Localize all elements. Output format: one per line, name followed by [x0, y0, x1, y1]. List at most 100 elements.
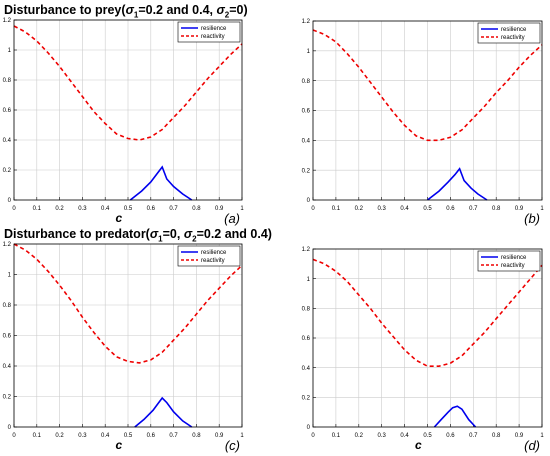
x-tick-label: 0.2	[55, 206, 64, 212]
y-tick-label: 0	[307, 198, 311, 204]
x-tick-label: 0.6	[446, 206, 455, 212]
x-tick-label: 1	[540, 433, 544, 439]
y-tick-label: 0.8	[302, 79, 311, 85]
legend-label-resilience: resilience	[201, 26, 227, 32]
y-tick-label: 0	[8, 198, 12, 204]
x-tick-label: 0.6	[446, 433, 455, 439]
legend: resilience reactivity	[177, 21, 241, 43]
y-tick-label: 1.2	[302, 247, 311, 253]
y-tick-label: 1	[307, 49, 311, 55]
x-tick-label: 0.1	[33, 433, 42, 439]
x-tick-label: 0.1	[33, 206, 42, 212]
y-tick-label: 0.6	[302, 109, 311, 115]
x-tick-label: 1	[240, 206, 244, 212]
legend-box	[177, 21, 241, 43]
x-tick-label: 0.5	[124, 206, 133, 212]
y-tick-label: 0	[307, 425, 311, 431]
y-tick-label: 0.8	[302, 307, 311, 313]
x-tick-label: 0.3	[78, 206, 87, 212]
axes-frame	[312, 20, 543, 201]
x-tick-label: 0.4	[101, 206, 110, 212]
x-tick-label: 0	[12, 433, 16, 439]
panel-label: (b)	[524, 211, 540, 226]
y-tick-label: 0.8	[3, 78, 12, 84]
x-tick-label: 0.4	[400, 433, 409, 439]
x-tick-label: 0.9	[215, 433, 224, 439]
x-tick-label: 0.8	[192, 206, 201, 212]
y-tick-label: 0.2	[3, 168, 12, 174]
x-tick-label: 0.6	[147, 433, 156, 439]
y-tick-label: 0.2	[3, 395, 12, 401]
legend-box	[477, 22, 541, 44]
legend-label-resilience: resilience	[501, 27, 527, 33]
x-tick-label: 1	[240, 433, 244, 439]
panel-label: (d)	[524, 438, 540, 453]
x-tick-label: 0.7	[169, 433, 178, 439]
x-tick-label: 0.2	[55, 433, 64, 439]
x-tick-label: 0.9	[515, 206, 524, 212]
y-tick-label: 0.6	[3, 334, 12, 340]
y-tick-label: 1	[8, 48, 12, 54]
x-tick-label: 0.5	[423, 206, 432, 212]
x-tick-label: 0.1	[332, 206, 341, 212]
y-tick-label: 0.2	[302, 396, 311, 402]
legend-box	[177, 245, 241, 267]
x-tick-label: 0.3	[78, 433, 87, 439]
x-tick-label: 0.4	[400, 206, 409, 212]
x-tick-label: 0	[311, 206, 315, 212]
x-axis-label: c	[116, 211, 123, 225]
x-tick-label: 0.8	[492, 433, 501, 439]
x-tick-label: 0.8	[192, 433, 201, 439]
x-tick-label: 0	[311, 433, 315, 439]
y-tick-label: 1	[8, 273, 12, 279]
reactivity-line	[13, 25, 243, 141]
resilience-line	[129, 165, 193, 201]
resilience-line	[433, 405, 477, 428]
chart-panel-d: 0 0.1 0.2 0.3 0.4 0.5 0.6 0.7 0.8 0.9 1 0 0.2 0.4 0.6 0…	[302, 247, 545, 453]
section-title-predator: Disturbance to predator(σ1=0, σ2=0.2 and…	[4, 227, 272, 244]
x-tick-label: 0.7	[169, 206, 178, 212]
x-tick-label: 0.9	[215, 206, 224, 212]
x-tick-label: 0.7	[469, 206, 478, 212]
y-tick-label: 0.4	[3, 138, 12, 144]
resilience-line	[427, 167, 488, 201]
chart-panel-c: 0 0.1 0.2 0.3 0.4 0.5 0.6 0.7 0.8 0.9 1 0 0.2 0.4 0.6 0…	[3, 242, 245, 453]
x-tick-label: 1	[540, 206, 544, 212]
y-tick-label: 0.8	[3, 303, 12, 309]
axes-frame	[312, 248, 543, 428]
reactivity-line	[312, 29, 543, 142]
panel-label: (c)	[225, 438, 240, 453]
x-tick-label: 0.5	[423, 433, 432, 439]
legend-label-resilience: resilience	[501, 255, 527, 261]
y-tick-label: 1.2	[3, 242, 12, 248]
chart-panel-a: 0 0.1 0.2 0.3 0.4 0.5 0.6 0.7 0.8 0.9 1 0 0.2 0.4 0.6 0…	[3, 18, 245, 226]
legend: resilience reactivity	[477, 250, 541, 272]
chart-panel-b: 0 0.1 0.2 0.3 0.4 0.5 0.6 0.7 0.8 0.9 1 0 0.2 0.4 0.6 0…	[302, 19, 545, 226]
x-tick-label: 0.4	[101, 433, 110, 439]
legend-label-reactivity: reactivity	[201, 34, 225, 40]
legend: resilience reactivity	[177, 245, 241, 267]
y-tick-label: 1	[307, 277, 311, 283]
legend-label-reactivity: reactivity	[201, 258, 225, 264]
y-tick-label: 1.2	[3, 18, 12, 24]
reactivity-line	[13, 243, 243, 364]
legend-box	[477, 250, 541, 272]
x-axis-label: c	[415, 438, 422, 452]
x-tick-label: 0.9	[515, 433, 524, 439]
x-tick-label: 0.3	[378, 433, 387, 439]
x-tick-label: 0.2	[355, 433, 364, 439]
resilience-line	[134, 396, 193, 428]
y-tick-label: 0.6	[302, 336, 311, 342]
section-title-prey: Disturbance to prey(σ1=0.2 and 0.4, σ2=0…	[4, 3, 248, 20]
x-tick-label: 0.5	[124, 433, 133, 439]
y-tick-label: 0.4	[3, 364, 12, 370]
legend-label-resilience: resilience	[201, 250, 227, 256]
legend-label-reactivity: reactivity	[501, 263, 525, 269]
x-tick-label: 0.6	[147, 206, 156, 212]
y-tick-label: 0.4	[302, 139, 311, 145]
y-tick-label: 0	[8, 425, 12, 431]
y-tick-label: 0.6	[3, 108, 12, 114]
legend-label-reactivity: reactivity	[501, 35, 525, 41]
